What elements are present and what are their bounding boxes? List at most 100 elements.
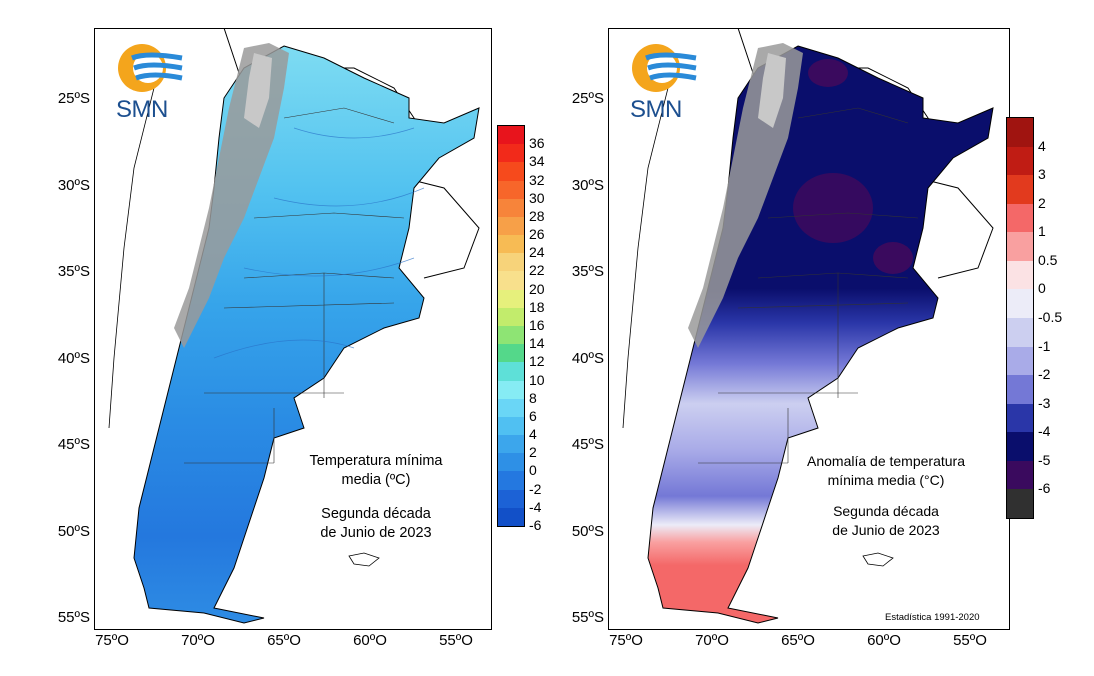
- colorbar-label: 4: [529, 426, 537, 443]
- colorbar-label: -2: [529, 480, 542, 497]
- colorbar-cell: [498, 271, 524, 291]
- colorbar-cell: [498, 489, 524, 509]
- colorbar-cell: [498, 180, 524, 200]
- colorbar-label: -1: [1038, 337, 1051, 354]
- smn-logo: SMN: [626, 40, 706, 130]
- colorbar-label: -6: [1038, 480, 1051, 497]
- statistics-footnote: Estadística 1991-2020: [885, 612, 980, 623]
- smn-logo-text: SMN: [116, 96, 168, 123]
- colorbar-label: -4: [529, 498, 542, 515]
- subtitle-line: de Junio de 2023: [832, 522, 940, 538]
- colorbar-label: -4: [1038, 423, 1051, 440]
- colorbar-cell: [498, 307, 524, 327]
- colorbar-cell: [498, 471, 524, 491]
- lat-label: 25ºS: [57, 90, 90, 107]
- right-colorbar: [1006, 117, 1034, 519]
- colorbar-cell: [1007, 203, 1033, 233]
- colorbar-cell: [498, 289, 524, 309]
- colorbar-cell: [498, 435, 524, 454]
- colorbar-label: 22: [529, 262, 545, 279]
- colorbar-cell: [498, 126, 524, 145]
- colorbar-label: 18: [529, 298, 545, 315]
- colorbar-cell: [498, 453, 524, 472]
- right-map-title: Anomalía de temperatura mínima media (°C…: [796, 452, 976, 490]
- lat-label: 35ºS: [571, 263, 604, 280]
- colorbar-cell: [498, 235, 524, 254]
- colorbar-label: 14: [529, 335, 545, 352]
- colorbar-cell: [498, 362, 524, 382]
- title-line: media (ºC): [341, 472, 411, 488]
- right-map-panel: 25ºS 30ºS 35ºS 40ºS 45ºS 50ºS 55ºS 75ºO …: [516, 0, 1063, 676]
- colorbar-label: 16: [529, 317, 545, 333]
- colorbar-label: 28: [529, 207, 545, 224]
- left-map-title: Temperatura mínima media (ºC): [286, 452, 466, 490]
- colorbar-label: 36: [529, 135, 545, 152]
- colorbar-label: 6: [529, 407, 537, 424]
- lon-label: 75ºO: [609, 632, 643, 649]
- left-map-subtitle: Segunda década de Junio de 2023: [286, 505, 466, 543]
- lat-label: 25ºS: [571, 90, 604, 107]
- colorbar-label: 24: [529, 244, 545, 261]
- left-colorbar: [497, 125, 525, 527]
- lat-label: 45ºS: [571, 436, 604, 453]
- lat-label: 40ºS: [57, 350, 90, 367]
- lat-label: 55ºS: [57, 609, 90, 626]
- colorbar-label: 8: [529, 389, 537, 406]
- subtitle-line: Segunda década: [833, 503, 939, 519]
- lon-label: 65ºO: [781, 632, 815, 649]
- right-map-subtitle: Segunda década de Junio de 2023: [796, 502, 976, 540]
- subtitle-line: de Junio de 2023: [320, 525, 432, 541]
- smn-logo: SMN: [112, 40, 192, 130]
- colorbar-cell: [498, 326, 524, 345]
- colorbar-label: 1: [1038, 223, 1046, 240]
- colorbar-label: 2: [1038, 194, 1046, 211]
- lon-label: 60ºO: [867, 632, 901, 649]
- colorbar-label: -2: [1038, 366, 1051, 383]
- lat-label: 50ºS: [571, 523, 604, 540]
- colorbar-cell: [1007, 346, 1033, 376]
- colorbar-label: 30: [529, 189, 545, 206]
- lat-label: 50ºS: [57, 523, 90, 540]
- lon-label: 70ºO: [181, 632, 215, 649]
- right-anomaly-map: [622, 28, 994, 624]
- title-line: Anomalía de temperatura: [807, 453, 965, 469]
- colorbar-cell: [498, 398, 524, 418]
- colorbar-cell: [1007, 260, 1033, 290]
- left-temperature-map: [108, 28, 480, 624]
- left-map-panel: 25ºS 30ºS 35ºS 40ºS 45ºS 50ºS 55ºS 75ºO …: [57, 28, 545, 649]
- colorbar-label: -3: [1038, 394, 1051, 411]
- colorbar-label: 0: [1038, 280, 1046, 297]
- colorbar-cell: [498, 416, 524, 436]
- smn-logo-text: SMN: [630, 96, 682, 123]
- colorbar-label: 4: [1038, 137, 1046, 154]
- colorbar-cell: [498, 507, 524, 527]
- colorbar-cell: [1007, 118, 1033, 148]
- colorbar-label: -6: [529, 517, 542, 533]
- colorbar-label: -0.5: [1038, 309, 1063, 325]
- colorbar-label: 0.5: [1038, 251, 1058, 268]
- lat-label: 30ºS: [57, 177, 90, 194]
- lat-label: 35ºS: [57, 263, 90, 280]
- lon-label: 55ºO: [953, 632, 987, 649]
- colorbar-label: 3: [1038, 166, 1046, 183]
- colorbar-label: 12: [529, 353, 545, 370]
- colorbar-cell: [1007, 489, 1033, 519]
- title-line: mínima media (°C): [827, 472, 945, 488]
- colorbar-label: -5: [1038, 451, 1051, 468]
- colorbar-label: 26: [529, 226, 545, 243]
- colorbar-cell: [1007, 289, 1033, 319]
- lon-label: 65ºO: [267, 632, 301, 649]
- colorbar-label: 34: [529, 153, 545, 170]
- colorbar-cell: [498, 162, 524, 182]
- colorbar-label: 2: [529, 444, 537, 461]
- colorbar-cell: [1007, 146, 1033, 176]
- lat-label: 45ºS: [57, 436, 90, 453]
- subtitle-line: Segunda década: [321, 506, 431, 522]
- colorbar-label: 10: [529, 371, 545, 388]
- colorbar-label: 20: [529, 280, 545, 297]
- lat-label: 40ºS: [571, 350, 604, 367]
- lon-label: 70ºO: [695, 632, 729, 649]
- lat-label: 55ºS: [571, 609, 604, 626]
- lon-label: 75ºO: [95, 632, 129, 649]
- colorbar-cell: [498, 216, 524, 236]
